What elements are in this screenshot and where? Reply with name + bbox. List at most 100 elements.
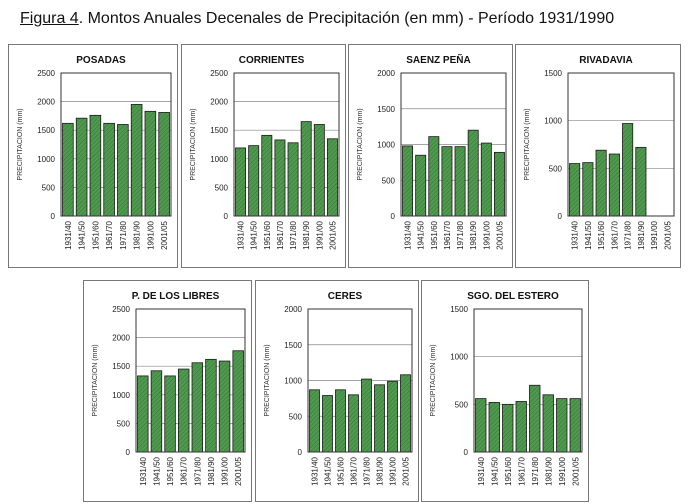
- bar: [556, 398, 568, 453]
- bar: [313, 124, 325, 217]
- bar: [248, 145, 260, 217]
- x-tick-label: 1931/40: [311, 456, 320, 485]
- x-tick-label: 1971/80: [624, 220, 633, 249]
- figure-caption: . Montos Anuales Decenales de Precipitac…: [78, 10, 615, 27]
- bar: [232, 350, 244, 453]
- bar: [235, 147, 247, 217]
- x-tick-label: 1991/00: [315, 220, 324, 249]
- x-tick-label: 1931/40: [64, 220, 73, 249]
- x-tick-label: 1981/90: [376, 456, 385, 485]
- bar: [103, 122, 115, 217]
- y-tick-label: 1000: [210, 155, 228, 164]
- y-tick-label: 0: [224, 212, 229, 221]
- plot-frame: [233, 72, 340, 217]
- x-tick-label: 1941/50: [78, 220, 87, 249]
- x-tick-label: 1951/60: [430, 220, 439, 249]
- bar: [387, 380, 398, 453]
- x-tick-label: 1981/90: [133, 220, 142, 249]
- y-tick-label: 0: [126, 448, 131, 457]
- x-tick-label: 1981/90: [469, 220, 478, 249]
- bar: [515, 401, 527, 453]
- chart-panel-sgo-del-estero: SGO. DEL ESTERO PRECIPITACION (mm) 0 500 100…: [421, 280, 589, 502]
- x-tick-label: 1941/50: [490, 456, 499, 485]
- chart-title: P. DE LOS LIBRES: [132, 291, 220, 302]
- y-tick-label: 1500: [210, 126, 228, 135]
- x-tick-label: 2001/05: [571, 456, 580, 485]
- bar: [137, 375, 149, 453]
- y-tick-label: 500: [289, 412, 303, 421]
- x-tick-label: 1951/60: [337, 456, 346, 485]
- y-tick-label: 2500: [210, 69, 228, 78]
- x-tick-label: 1991/00: [558, 456, 567, 485]
- x-tick-label: 1931/40: [404, 220, 413, 249]
- plot-frame: [473, 308, 583, 453]
- bar: [529, 384, 541, 453]
- bar: [150, 370, 163, 453]
- bar: [274, 139, 286, 217]
- chart-svg: SAENZ PEÑA PRECIPITACION (mm) 0 500 1000 1500…: [357, 53, 507, 250]
- y-tick-label: 1500: [450, 305, 468, 314]
- y-tick-label: 500: [455, 400, 469, 409]
- x-tick-label: 1961/70: [517, 456, 526, 485]
- y-axis-label: PRECIPITACION (mm): [190, 108, 197, 180]
- y-tick-label: 1000: [450, 353, 468, 362]
- x-tick-label: 1981/90: [544, 456, 553, 485]
- x-tick-label: 1981/90: [637, 220, 646, 249]
- x-tick-label: 1991/00: [389, 456, 398, 485]
- chart-svg: SGO. DEL ESTERO PRECIPITACION (mm) 0 500 100…: [430, 291, 583, 486]
- x-tick-label: 1951/60: [91, 220, 100, 249]
- y-tick-label: 1500: [284, 341, 302, 350]
- y-tick-label: 2000: [284, 305, 302, 314]
- bar: [441, 146, 453, 217]
- bar: [326, 138, 338, 217]
- x-tick-label: 2001/05: [663, 220, 672, 249]
- chart-svg: CERES PRECIPITACION (mm) 0 500 1000 1500 2000 1…: [264, 291, 413, 486]
- x-tick-label: 1981/90: [302, 220, 311, 249]
- y-axis-label: PRECIPITACION (mm): [264, 344, 271, 416]
- chart-title: CORRIENTES: [239, 55, 305, 66]
- figure-label: Figura 4: [20, 10, 79, 27]
- bar: [454, 146, 466, 217]
- plot-frame: [567, 72, 675, 217]
- x-tick-label: 1951/60: [597, 220, 606, 249]
- y-tick-label: 0: [558, 212, 563, 221]
- x-tick-label: 1941/50: [417, 220, 426, 249]
- x-tick-label: 1961/70: [276, 220, 285, 249]
- x-tick-label: 1971/80: [531, 456, 540, 485]
- bar: [542, 394, 554, 453]
- chart-panel-posadas: POSADAS PRECIPITACION (mm) 0 500 1000 1500 200…: [8, 44, 178, 268]
- x-tick-label: 1931/40: [571, 220, 580, 249]
- chart-title: CERES: [328, 291, 363, 302]
- x-tick-label: 1951/60: [263, 220, 272, 249]
- x-tick-label: 1951/60: [504, 456, 513, 485]
- bar: [475, 398, 487, 453]
- y-axis-label: PRECIPITACION (mm): [92, 344, 99, 416]
- x-tick-label: 2001/05: [328, 220, 337, 249]
- x-tick-label: 1931/40: [477, 456, 486, 485]
- bar: [287, 142, 299, 217]
- bar: [502, 403, 514, 453]
- bar: [488, 402, 500, 453]
- bar: [635, 146, 647, 217]
- bar: [608, 153, 620, 217]
- bar: [400, 374, 411, 453]
- x-tick-label: 1971/80: [289, 220, 298, 249]
- y-axis-label: PRECIPITACION (mm): [357, 108, 364, 180]
- x-tick-label: 1941/50: [152, 456, 161, 485]
- x-tick-label: 1961/70: [350, 456, 359, 485]
- bar: [582, 162, 594, 217]
- x-tick-label: 1931/40: [139, 456, 148, 485]
- bar: [428, 136, 440, 217]
- bar: [361, 378, 372, 453]
- x-tick-label: 1971/80: [456, 220, 465, 249]
- x-tick-label: 1991/00: [146, 220, 155, 249]
- x-tick-label: 1981/90: [207, 456, 216, 485]
- y-tick-label: 1500: [112, 362, 130, 371]
- x-tick-label: 1941/50: [324, 456, 333, 485]
- chart-svg: CORRIENTES PRECIPITACION (mm) 0 500 1000 1500…: [190, 55, 340, 250]
- y-tick-label: 1000: [377, 141, 395, 150]
- plot-frame: [60, 72, 172, 217]
- y-tick-label: 2500: [112, 305, 130, 314]
- y-tick-label: 0: [391, 212, 396, 221]
- bar: [117, 124, 129, 217]
